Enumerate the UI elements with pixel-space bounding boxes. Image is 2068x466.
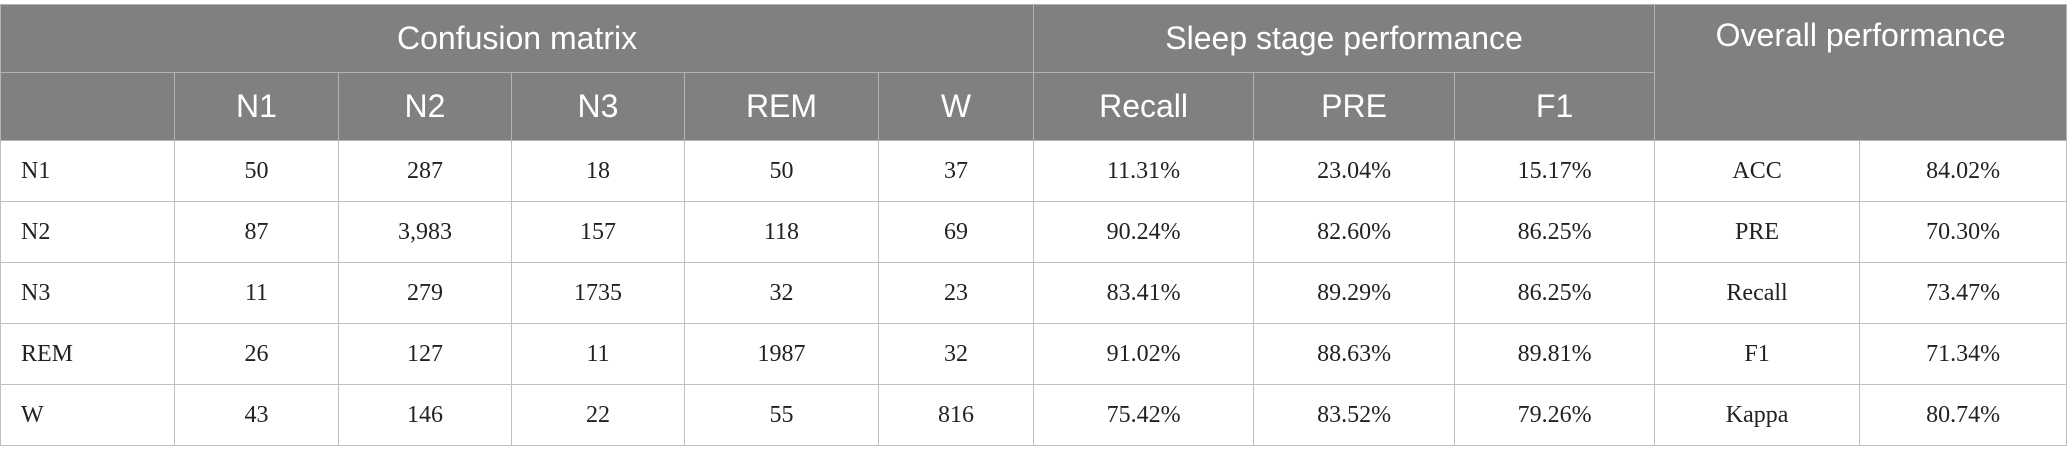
cell: 279 [338,262,512,324]
cell: 18 [511,140,685,202]
header-column-row: N1 N2 N3 REM W Recall PRE F1 [0,72,2067,141]
metric-value: 73.47% [1859,262,2068,324]
cell: 82.60% [1253,201,1456,263]
metric-name: Recall [1654,262,1861,324]
table-row: REM 26 127 11 1987 32 91.02% 88.63% 89.8… [0,323,2068,385]
cell: 11.31% [1033,140,1255,202]
header-col-rem: REM [684,72,879,141]
header-col-n3: N3 [511,72,685,141]
cell: 50 [684,140,879,202]
row-label: N3 [0,262,175,324]
metric-value: 70.30% [1859,201,2068,263]
metric-name: ACC [1654,140,1861,202]
cell: 287 [338,140,512,202]
cell: 79.26% [1454,384,1656,446]
table-row: N1 50 287 18 50 37 11.31% 23.04% 15.17% … [0,140,2068,202]
cell: 1735 [511,262,685,324]
cell: 26 [174,323,339,385]
cell: 55 [684,384,879,446]
row-label: W [0,384,175,446]
metric-value: 71.34% [1859,323,2068,385]
header-overall-performance: Overall performance [1654,4,2068,141]
row-label: N2 [0,201,175,263]
cell: 90.24% [1033,201,1255,263]
cell: 50 [174,140,339,202]
row-label: N1 [0,140,175,202]
results-table: Confusion matrix Sleep stage performance… [0,4,2068,446]
cell: 22 [511,384,685,446]
cell: 91.02% [1033,323,1255,385]
header-blank [0,72,175,141]
cell: 127 [338,323,512,385]
metric-name: F1 [1654,323,1861,385]
cell: 37 [877,140,1035,202]
cell: 11 [174,262,339,324]
table-row: N3 11 279 1735 32 23 83.41% 89.29% 86.25… [0,262,2068,324]
cell: 816 [877,384,1035,446]
cell: 89.81% [1454,323,1656,385]
header-col-f1: F1 [1454,72,1656,141]
table-row: W 43 146 22 55 816 75.42% 83.52% 79.26% … [0,384,2068,446]
table-row: N2 87 3,983 157 118 69 90.24% 82.60% 86.… [0,201,2068,263]
metric-name: PRE [1654,201,1861,263]
cell: 86.25% [1454,201,1656,263]
cell: 146 [338,384,512,446]
header-confusion-matrix: Confusion matrix [0,4,1035,73]
cell: 75.42% [1033,384,1255,446]
cell: 23 [877,262,1035,324]
cell: 1987 [684,323,879,385]
cell: 89.29% [1253,262,1456,324]
cell: 15.17% [1454,140,1656,202]
cell: 69 [877,201,1035,263]
cell: 32 [684,262,879,324]
header-col-pre: PRE [1253,72,1456,141]
header-col-n2: N2 [338,72,512,141]
cell: 3,983 [338,201,512,263]
metric-name: Kappa [1654,384,1861,446]
cell: 157 [511,201,685,263]
header-group-row: Confusion matrix Sleep stage performance… [0,4,2068,141]
header-sleep-stage-performance: Sleep stage performance [1033,4,1656,73]
header-col-n1: N1 [174,72,339,141]
cell: 118 [684,201,879,263]
metric-value: 84.02% [1859,140,2068,202]
cell: 43 [174,384,339,446]
header-col-recall: Recall [1033,72,1255,141]
cell: 32 [877,323,1035,385]
cell: 86.25% [1454,262,1656,324]
cell: 11 [511,323,685,385]
cell: 88.63% [1253,323,1456,385]
cell: 83.52% [1253,384,1456,446]
cell: 87 [174,201,339,263]
cell: 83.41% [1033,262,1255,324]
row-label: REM [0,323,175,385]
metric-value: 80.74% [1859,384,2068,446]
header-col-w: W [877,72,1035,141]
cell: 23.04% [1253,140,1456,202]
